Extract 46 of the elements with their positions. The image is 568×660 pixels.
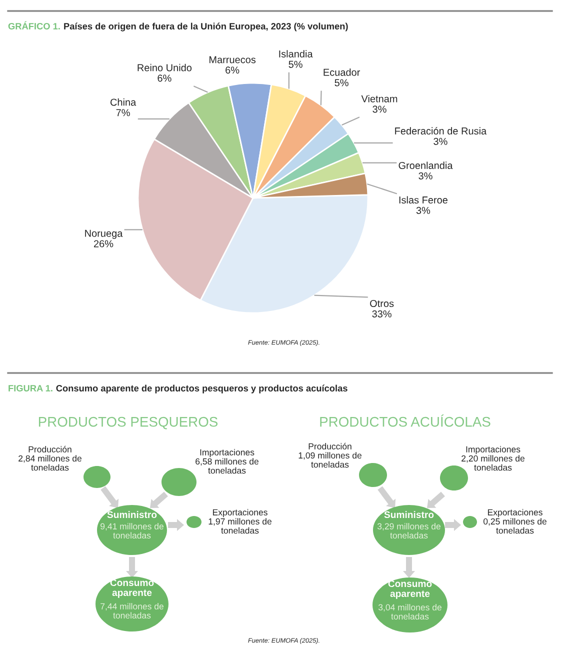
slice-label: Otros	[370, 300, 394, 308]
data-label: 5%	[334, 79, 348, 86]
category-label: Producción	[28, 446, 72, 452]
category-label: Exportaciones	[488, 509, 542, 518]
data-label: 3%	[372, 106, 386, 113]
category-label: Suministro	[107, 511, 157, 518]
category-label: Suministro	[384, 511, 434, 518]
data-label: 3%	[416, 206, 430, 214]
slice-label: China	[110, 98, 136, 106]
slice-label: Federación de Rusia	[395, 127, 487, 135]
data-label: 33%	[372, 310, 392, 318]
category-label: Consumo aparente	[388, 580, 432, 599]
text: PRODUCTOS PESQUEROS	[38, 416, 218, 430]
data-label: 0,25 millones de toneladas	[483, 518, 546, 534]
data-label: 1,97 millones de toneladas	[208, 518, 272, 534]
data-label: 3%	[418, 172, 432, 180]
data-label: 5%	[288, 60, 302, 68]
data-label: 2,84 millones de toneladas	[18, 455, 82, 471]
data-label: 3,04 millones de toneladas	[378, 604, 442, 620]
data-label: 3%	[434, 138, 448, 145]
slice-label: Islas Feroe	[399, 196, 448, 204]
slice-label: Vietnam	[361, 94, 398, 102]
data-label: 7,44 millones de toneladas	[100, 603, 164, 619]
data-label: 6%	[158, 74, 172, 82]
text: PRODUCTOS ACUÍCOLAS	[320, 414, 490, 427]
data-label: 1,09 millones de toneladas	[298, 452, 362, 468]
data-label: 6,58 millones de toneladas	[196, 458, 258, 474]
data-label: 6%	[226, 66, 240, 74]
data-label: 26%	[94, 240, 114, 248]
slice-label: Ecuador	[324, 68, 360, 76]
category-label: Importaciones	[466, 446, 520, 454]
data-label: 7%	[116, 109, 130, 116]
category-label: Consumo aparente	[110, 579, 154, 598]
chart-title: GRÁFICO 1. Países de origen de fuera de la Unión Europea, 2023 (% volumen)	[8, 21, 348, 32]
category-label: Producción	[308, 442, 352, 450]
category-label: Exportaciones	[212, 509, 268, 518]
data-label: 3,29 millones de toneladas	[377, 523, 440, 539]
slice-label: Noruega	[85, 230, 123, 239]
category-label: Importaciones	[200, 449, 254, 458]
slice-label: Groenlandia	[398, 162, 453, 170]
slice-label: Islandia	[279, 50, 313, 58]
slice-label: Marruecos	[210, 56, 256, 64]
data-label: 2,20 millones de toneladas	[462, 455, 524, 471]
slice-label: Reino Unido	[138, 64, 192, 72]
text: FIGURA 1. Consumo aparente de productos pesqueros y productos acuícolas	[8, 384, 348, 394]
data-label: 9,41 millones de toneladas	[100, 523, 164, 539]
